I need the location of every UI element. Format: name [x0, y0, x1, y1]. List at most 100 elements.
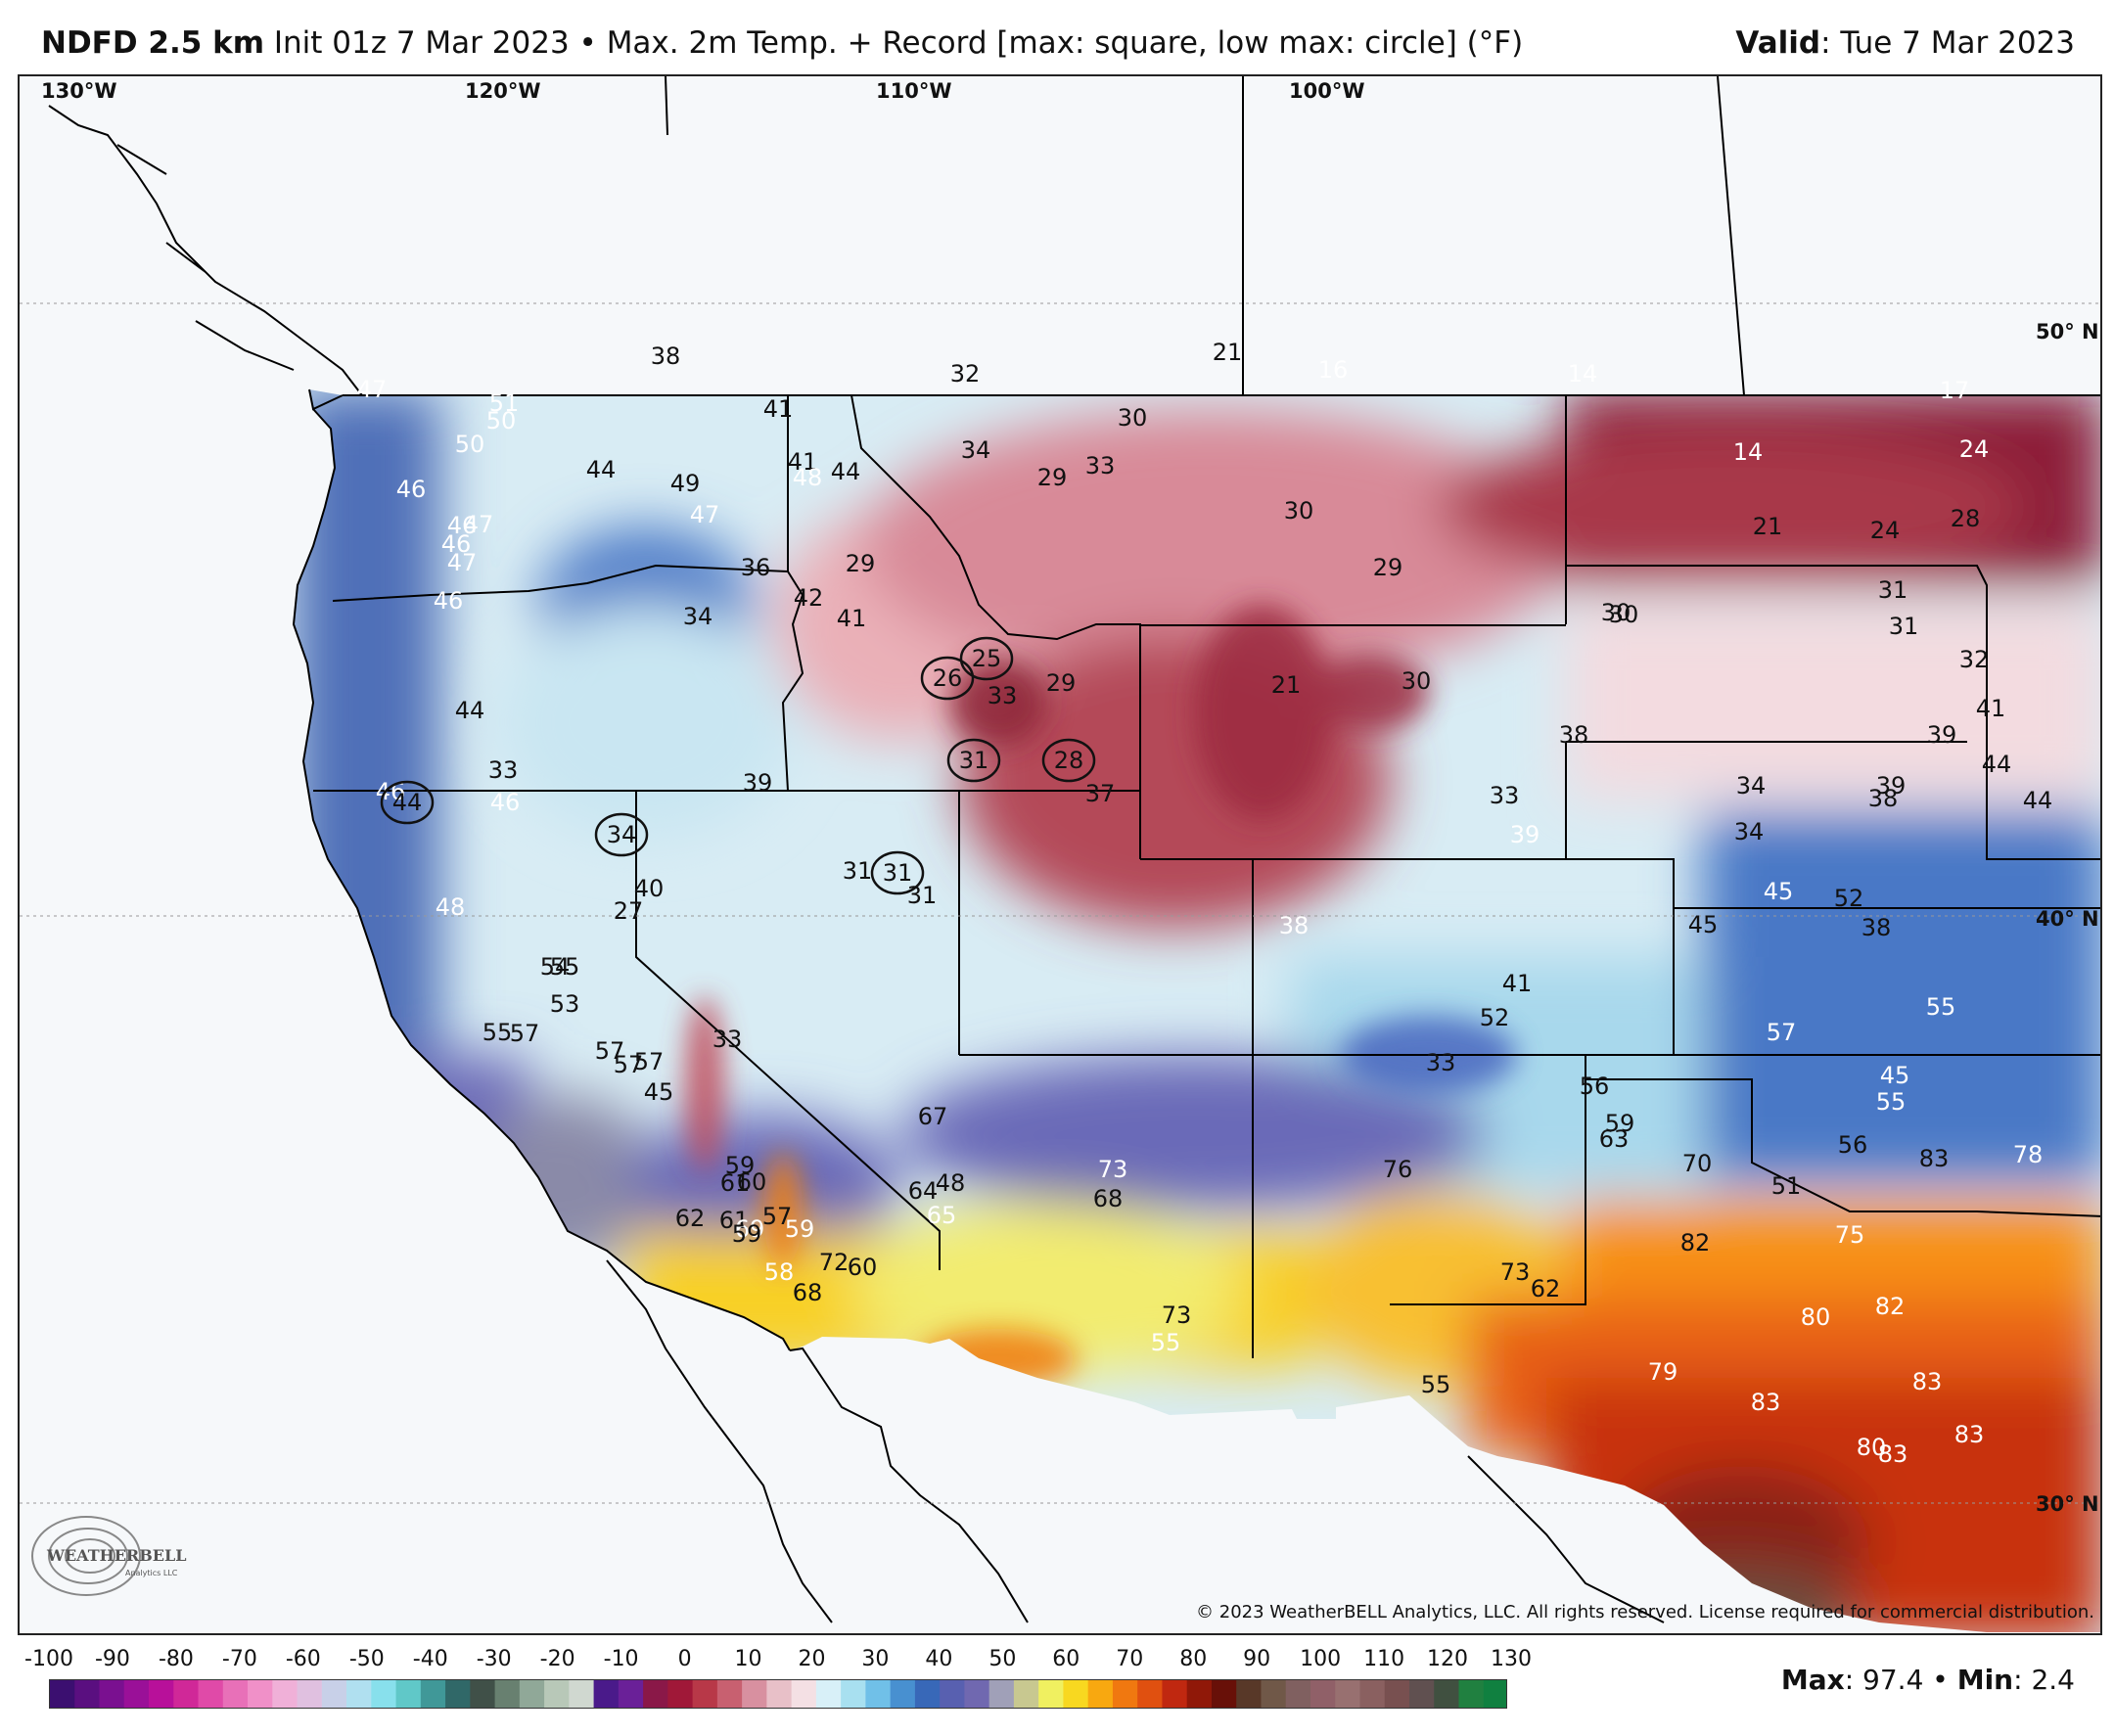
temperature-label: 83	[1954, 1421, 1985, 1448]
temperature-label: 14	[1733, 438, 1764, 466]
temperature-label: 36	[741, 554, 771, 581]
colorbar-swatch	[470, 1680, 496, 1708]
temperature-label: 44	[455, 697, 485, 724]
baja-coast	[606, 1259, 1029, 1623]
temperature-label: 50	[486, 407, 517, 434]
temperature-label: 32	[1959, 646, 1990, 673]
temperature-label: 55	[550, 953, 580, 981]
coastline	[292, 388, 791, 1351]
temperature-label: 24	[1959, 435, 1990, 463]
temperature-label: 60	[737, 1168, 767, 1196]
temperature-label: 47	[447, 549, 478, 576]
colorbar-swatch	[420, 1680, 446, 1708]
temperature-label: 34	[961, 436, 991, 464]
temperature-label: 30	[1609, 601, 1639, 628]
record-circle	[946, 738, 1001, 783]
temperature-label: 73	[1500, 1258, 1531, 1286]
colorbar-tick-label: 90	[1243, 1647, 1271, 1671]
temperature-label: 45	[1764, 878, 1794, 905]
temperature-label: 34	[683, 603, 713, 630]
temperature-label: 30	[1402, 667, 1432, 695]
temperature-label: 34	[1736, 772, 1767, 799]
temperature-label: 45	[1688, 911, 1719, 938]
record-circle	[870, 850, 925, 895]
temperature-label: 33	[1426, 1049, 1456, 1076]
colorbar-swatch	[371, 1680, 397, 1708]
colorbar-labels: -100 -90 -80 -70 -60 -50 -40 -30 -20 -10 0 10 20 30 40…	[24, 1647, 1532, 1676]
colorbar-swatch	[1285, 1680, 1311, 1708]
colorbar-swatch	[569, 1680, 595, 1708]
colorbar-swatch	[940, 1680, 966, 1708]
temperature-label: 31	[907, 882, 938, 909]
state-border-dakotas	[1565, 395, 2100, 860]
colorbar-swatch	[321, 1680, 347, 1708]
temperature-label: 70	[1682, 1150, 1713, 1177]
temperature-label: 56	[1580, 1073, 1610, 1100]
temperature-label: 47	[357, 376, 388, 403]
temperature-label: 28	[1951, 505, 1981, 532]
temperature-label: 21	[1753, 513, 1783, 540]
record-circles: 44 34 31 26 25 31 28	[380, 636, 1096, 895]
colorbar-swatch	[865, 1680, 892, 1708]
colorbar-tick-label: -100	[24, 1647, 73, 1671]
temperature-label: 42	[794, 584, 824, 612]
colorbar-tick-label: 20	[798, 1647, 826, 1671]
temperature-label: 44	[586, 456, 617, 483]
temperature-label: 52	[1834, 885, 1864, 912]
max-label: Max	[1780, 1664, 1845, 1696]
colorbar-tick-label: 70	[1116, 1647, 1144, 1671]
temperature-label: 41	[1976, 695, 2006, 722]
colorbar-swatch	[99, 1680, 125, 1708]
temperature-label: 39	[1927, 721, 1957, 749]
temperature-label: 46	[447, 512, 478, 539]
temperature-label: 48	[936, 1169, 966, 1197]
colorbar-swatch	[1013, 1680, 1039, 1708]
temperature-label: 56	[1838, 1131, 1868, 1159]
record-circle	[1041, 738, 1096, 783]
temperature-label: 57	[595, 1037, 625, 1065]
colorbar-tick-label: -80	[158, 1647, 194, 1671]
min-value: : 2.4	[2013, 1664, 2075, 1696]
colorbar-swatch	[1162, 1680, 1188, 1708]
record-circle-value: 44	[392, 789, 423, 816]
colorbar-tick-label: 100	[1300, 1647, 1342, 1671]
map-title: NDFD 2.5 km Init 01z 7 Mar 2023 • Max. 2…	[41, 25, 1523, 61]
coastlines-and-borders	[48, 105, 2100, 1623]
temperature-field	[294, 389, 2100, 1632]
temperature-label: 41	[837, 605, 867, 632]
temperature-label: 59	[1605, 1110, 1635, 1137]
temperature-label: 38	[651, 343, 681, 370]
colorbar-swatch	[123, 1680, 150, 1708]
temperature-label: 17	[1940, 377, 1970, 404]
state-border-or-ca-nv	[313, 790, 941, 1270]
model-name: NDFD 2.5 km	[41, 25, 265, 61]
map-panel[interactable]: 130°W 120°W 110°W 100°W 50° N 40° N 30° N 47 51…	[18, 74, 2102, 1635]
temperature-label: 82	[1875, 1293, 1906, 1320]
temperature-label: 38	[1861, 914, 1892, 941]
temperature-label: 83	[1878, 1440, 1908, 1468]
colorbar-tick-label: 120	[1427, 1647, 1469, 1671]
temperature-label: 69	[735, 1215, 765, 1243]
temperature-label: 21	[1213, 339, 1243, 366]
latitude-label: 40° N	[2036, 907, 2099, 931]
temperature-label: 57	[634, 1048, 665, 1075]
record-circle-value: 28	[1054, 747, 1084, 774]
temperature-label: 45	[644, 1078, 674, 1106]
valid-value: : Tue 7 Mar 2023	[1820, 25, 2075, 61]
colorbar-swatch	[1112, 1680, 1138, 1708]
colorbar-swatch	[841, 1680, 866, 1708]
temperature-label: 31	[1889, 613, 1919, 640]
colorbar-tick-label: -70	[221, 1647, 257, 1671]
temperature-label: 55	[1926, 993, 1956, 1021]
colorbar-swatch	[692, 1680, 718, 1708]
longitude-label: 130°W	[41, 79, 117, 103]
record-circle	[920, 656, 975, 701]
colorbar-swatch	[1137, 1680, 1164, 1708]
temperature-label: 39	[743, 769, 773, 797]
graticule	[20, 302, 2100, 1504]
logo-subtext: Analytics LLC	[125, 1569, 178, 1577]
record-circle-value: 34	[607, 821, 637, 848]
lat-lon-labels: 130°W 120°W 110°W 100°W 50° N 40° N 30° N	[41, 79, 2099, 1516]
colorbar-swatch	[519, 1680, 545, 1708]
temperature-label: 30	[1284, 497, 1314, 525]
